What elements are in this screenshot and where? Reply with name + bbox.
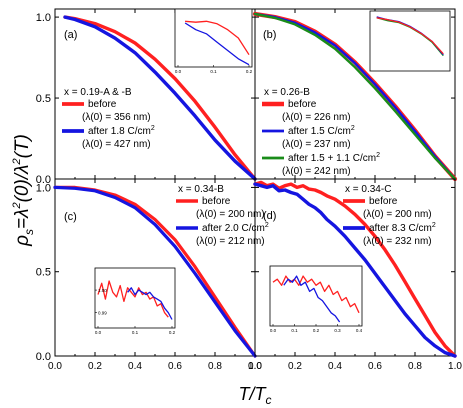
inset-x-tick-label: 0.2 [246, 69, 253, 74]
series-line-0 [253, 180, 457, 358]
inset-x-tick-label: 0.2 [169, 330, 176, 335]
y-tick-label: 0.0 [36, 174, 51, 186]
legend-entry-name: before [202, 196, 231, 207]
y-tick-label: 1.0 [36, 182, 51, 194]
legend-entry-name: after 1.5 + 1.1 C/cm2 [288, 152, 380, 164]
x-axis-label: T/Tc [239, 384, 272, 407]
legend-entry-sublabel: (λ(0) = 200 nm) [196, 209, 265, 220]
inset-series-line-0 [97, 280, 169, 318]
inset-x-tick-label: 0.1 [210, 69, 217, 74]
series-line-2 [253, 12, 457, 181]
inset-d: 0.0 0.1 0.2 0.3 0.4 [269, 265, 363, 333]
y-tick-label: 0.5 [36, 267, 51, 279]
inset-frame [369, 10, 451, 72]
x-tick-label: 0.2 [288, 361, 302, 372]
panel-label: (d) [263, 210, 276, 222]
inset-x-tick-label: 0.4 [356, 328, 363, 333]
inset-c: 0.0 0.1 0.2 0.99 1.00 [94, 267, 176, 335]
inset-a: 0.0 0.1 0.2 [174, 8, 253, 74]
x-tick-label: 0.2 [88, 361, 102, 372]
inset-series-line-0 [185, 20, 250, 56]
legend-entry-sublabel: (λ(0) = 356 nm) [82, 112, 151, 123]
series-line-0 [63, 15, 257, 181]
x-tick-label: 1.0 [448, 361, 462, 372]
inset-x-tick-label: 0.1 [291, 328, 298, 333]
inset-series-line-0 [272, 275, 360, 314]
inset-series-line-1 [283, 275, 341, 323]
legend-entry-sublabel: (λ(0) = 242 nm) [282, 166, 351, 177]
legend-header: x = 0.19-A & -B [64, 87, 132, 98]
x-tick-label: 0.4 [328, 361, 342, 372]
legend-header: x = 0.26-B [264, 87, 310, 98]
series-line-1 [253, 182, 457, 358]
x-tick-label: 0.4 [128, 361, 142, 372]
inset-series-line-1 [184, 22, 250, 66]
inset-x-tick-label: 0.0 [270, 328, 277, 333]
legend-entry-sublabel: (λ(0) = 226 nm) [282, 112, 351, 123]
panel-c: 0.0 0.2 0.4 0.6 0.8 1.00.00.51.0(c)x = 0.34-B… [36, 178, 269, 372]
inset-x-tick-label: 0.3 [334, 328, 341, 333]
panel-label: (c) [64, 211, 77, 223]
y-tick-label: 0.0 [36, 351, 51, 363]
panel-label: (a) [64, 29, 77, 41]
inset-series-line-2 [376, 17, 444, 55]
legend-header: x = 0.34-C [345, 184, 391, 195]
y-tick-label: 0.5 [36, 93, 51, 105]
inset-series-line-1 [127, 287, 173, 320]
x-tick-label: 1.0 [248, 361, 262, 372]
legend-entry-sublabel: (λ(0) = 212 nm) [196, 236, 265, 247]
inset-x-tick-label: 0.1 [132, 330, 139, 335]
legend-entry-sublabel: (λ(0) = 232 nm) [363, 236, 432, 247]
series-line-1 [63, 15, 257, 181]
legend-entry-name: before [88, 99, 117, 110]
inset-x-tick-label: 0.2 [313, 328, 320, 333]
inset-x-tick-label: 0.0 [95, 330, 102, 335]
inset-frame [269, 265, 363, 327]
inset-frame [94, 267, 176, 329]
inset-y-tick-label: 1.00 [98, 288, 107, 293]
y-axis-label: ρs=λ2(0)/λ2(T) [11, 134, 36, 247]
y-tick-label: 1.0 [36, 12, 51, 24]
legend-entry-name: after 1.5 C/cm2 [288, 125, 355, 137]
x-tick-label: 0.0 [248, 361, 262, 372]
inset-y-tick-label: 0.99 [98, 311, 107, 316]
legend-entry-sublabel: (λ(0) = 427 nm) [82, 139, 151, 150]
legend-entry-sublabel: (λ(0) = 200 nm) [363, 209, 432, 220]
x-tick-label: 0.8 [208, 361, 222, 372]
inset-frame [174, 8, 253, 68]
legend-entry-name: before [369, 196, 398, 207]
legend-header: x = 0.34-B [178, 184, 224, 195]
legend-entry-name: before [288, 99, 317, 110]
inset-x-tick-label: 0.0 [175, 69, 182, 74]
x-tick-label: 0.8 [408, 361, 422, 372]
inset-b [369, 10, 451, 72]
legend-entry-name: after 8.3 C/cm2 [369, 222, 436, 234]
legend-entry-name: after 2.0 C/cm2 [202, 222, 269, 234]
legend-entry-sublabel: (λ(0) = 237 nm) [282, 139, 351, 150]
x-tick-label: 0.0 [48, 361, 62, 372]
series-line-1 [253, 12, 457, 181]
x-tick-label: 0.6 [168, 361, 182, 372]
x-tick-label: 0.6 [368, 361, 382, 372]
series-line-1 [53, 185, 257, 358]
legend-entry-name: after 1.8 C/cm2 [88, 125, 155, 137]
panel-label: (b) [263, 29, 276, 41]
